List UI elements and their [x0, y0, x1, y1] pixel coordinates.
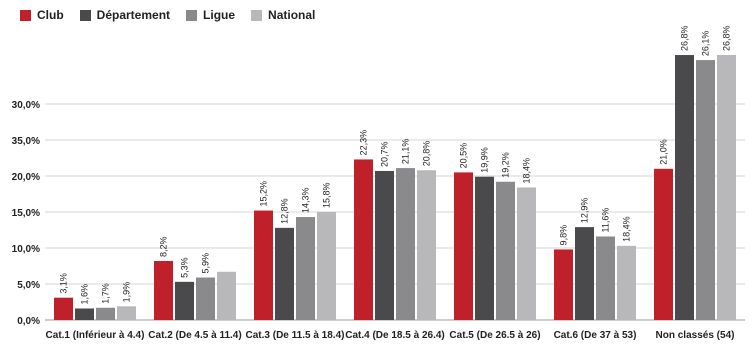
bar	[296, 217, 315, 320]
bar	[596, 236, 615, 320]
legend-item-3: National	[251, 8, 315, 22]
bar	[654, 168, 673, 320]
category-label: Cat.5 (De 26.5 à 26)	[449, 330, 540, 341]
bar	[354, 159, 373, 320]
bar	[575, 227, 594, 320]
legend-item-1: Département	[79, 8, 171, 22]
category-label: Cat.3 (De 11.5 à 18.4)	[246, 330, 345, 341]
y-tick-label: 15,0%	[12, 208, 40, 219]
bar	[375, 170, 394, 320]
bar	[675, 55, 694, 320]
category-label: Cat.4 (De 18.5 à 26.4)	[345, 330, 445, 341]
bar	[154, 260, 173, 320]
data-label: 15,8%	[322, 182, 332, 208]
data-label: 26,1%	[701, 31, 711, 57]
data-label: 5,9%	[201, 253, 211, 274]
bar	[496, 181, 515, 320]
bar	[396, 168, 415, 320]
data-label: 26,8%	[680, 26, 690, 52]
data-label: 19,2%	[501, 152, 511, 178]
legend-label: National	[268, 8, 316, 22]
data-label: 21,1%	[401, 139, 411, 165]
legend-swatch	[251, 9, 263, 21]
bar	[117, 306, 136, 320]
data-label: 18,4%	[622, 216, 632, 242]
data-label: 1,9%	[122, 282, 132, 303]
data-label: 20,5%	[459, 143, 469, 169]
legend-swatch	[20, 9, 31, 21]
legend-swatch	[79, 9, 91, 21]
category-label: Cat.2 (De 4.5 à 11.4)	[148, 330, 241, 341]
y-tick-label: 0,0%	[17, 316, 40, 327]
bar	[454, 172, 473, 320]
legend-label: Club	[37, 8, 64, 22]
bar	[217, 271, 236, 320]
data-label: 21,0%	[659, 139, 669, 165]
data-label: 20,8%	[422, 141, 432, 167]
bar	[475, 176, 494, 320]
y-tick-label: 35,0%	[12, 136, 40, 147]
data-label: 15,2%	[259, 181, 269, 207]
y-tick-label: 5,0%	[17, 280, 40, 291]
category-label: Cat.1 (Inférieur à 4.4)	[46, 330, 145, 341]
data-label: 22,3%	[359, 130, 369, 156]
data-label: 18,4%	[522, 158, 532, 184]
legend: Club Département Ligue National	[20, 8, 315, 22]
bar	[717, 55, 736, 320]
bar	[617, 245, 636, 320]
data-label: 9,8%	[559, 225, 569, 246]
y-tick-label: 20,0%	[12, 172, 40, 183]
bar	[196, 277, 215, 320]
legend-swatch	[186, 9, 198, 21]
data-label: 12,9%	[580, 198, 590, 224]
y-tick-label: 30,0%	[12, 100, 40, 111]
data-label: 14,3%	[301, 188, 311, 214]
data-label: 5,3%	[180, 257, 190, 278]
data-label: 1,7%	[101, 283, 111, 304]
data-label: 3,1%	[59, 273, 69, 294]
data-label: 1,6%	[80, 284, 90, 305]
bar	[54, 297, 73, 320]
bar	[696, 60, 715, 321]
y-tick-label: 10,0%	[12, 244, 40, 255]
data-label: 11,6%	[601, 208, 611, 233]
bar	[175, 281, 194, 320]
bar	[96, 307, 115, 320]
data-label: 26,8%	[722, 26, 732, 52]
bar	[417, 170, 436, 320]
category-label: Non classés (54)	[656, 330, 735, 341]
data-label: 19,9%	[480, 147, 490, 173]
data-label: 20,7%	[380, 141, 390, 167]
bar	[554, 249, 573, 320]
legend-item-0: Club	[20, 8, 64, 22]
data-label: 8,2%	[159, 236, 169, 257]
bar	[317, 212, 336, 320]
bar	[517, 187, 536, 320]
legend-item-2: Ligue	[186, 8, 235, 22]
bar	[75, 308, 94, 320]
data-label: 12,8%	[280, 198, 290, 224]
legend-label: Ligue	[203, 8, 236, 22]
bar	[254, 210, 273, 320]
legend-label: Département	[96, 8, 171, 22]
bar	[275, 227, 294, 320]
category-label: Cat.6 (De 37 à 53)	[554, 330, 637, 341]
